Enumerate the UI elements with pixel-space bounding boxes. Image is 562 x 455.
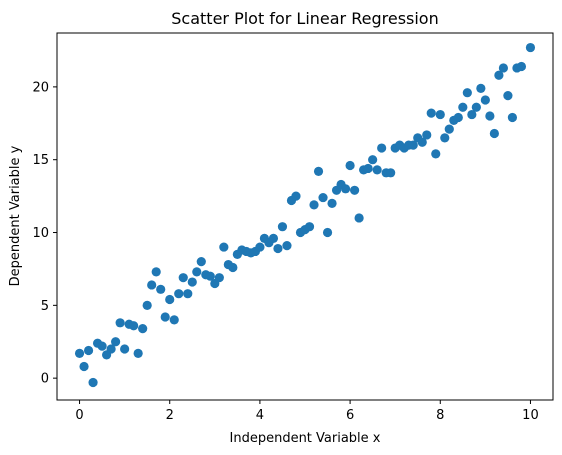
data-point — [322, 227, 333, 238]
x-tick-label: 6 — [346, 408, 354, 423]
data-point — [183, 289, 193, 299]
x-axis-ticks: 0 2 4 6 8 10 — [75, 400, 539, 423]
data-point — [138, 324, 148, 334]
data-point — [111, 337, 121, 347]
y-tick-label: 5 — [41, 299, 49, 314]
data-point — [313, 166, 324, 176]
data-point — [422, 130, 432, 140]
y-tick-label: 0 — [41, 372, 49, 387]
data-point — [363, 163, 373, 174]
data-point — [205, 271, 215, 281]
data-point — [291, 191, 301, 201]
data-point — [282, 241, 292, 251]
x-tick-label: 4 — [256, 408, 264, 423]
data-point — [525, 42, 536, 53]
data-point — [74, 348, 85, 358]
data-point — [147, 280, 157, 290]
x-tick-label: 8 — [436, 408, 444, 423]
data-point — [106, 344, 116, 354]
data-point — [88, 377, 98, 388]
data-point — [507, 112, 518, 123]
data-point — [142, 300, 152, 310]
data-point — [417, 137, 427, 147]
data-point — [255, 242, 265, 252]
data-point — [485, 111, 495, 121]
data-point — [431, 149, 441, 159]
data-point — [304, 222, 315, 232]
data-point — [97, 341, 107, 351]
data-point — [471, 102, 481, 112]
y-tick-label: 10 — [32, 226, 49, 241]
data-point — [196, 257, 206, 267]
y-tick-label: 15 — [32, 153, 49, 168]
data-point — [214, 273, 224, 283]
data-point — [489, 128, 499, 139]
data-point — [228, 262, 238, 273]
data-point — [318, 192, 328, 203]
data-point — [83, 345, 94, 356]
data-point — [368, 155, 378, 165]
data-point — [129, 321, 139, 331]
data-point — [372, 165, 382, 175]
data-point — [462, 88, 472, 98]
data-point — [377, 143, 387, 153]
data-point — [133, 348, 143, 358]
data-point — [174, 289, 184, 299]
data-point — [115, 318, 125, 328]
x-tick-label: 10 — [522, 408, 539, 423]
y-tick-label: 20 — [32, 80, 49, 95]
data-point — [498, 63, 508, 73]
data-point — [273, 243, 283, 254]
data-point — [219, 242, 229, 252]
data-point — [165, 294, 175, 305]
data-point — [467, 109, 477, 120]
data-point — [327, 198, 337, 208]
data-point — [435, 109, 445, 120]
data-point — [476, 83, 486, 93]
data-point — [458, 102, 468, 112]
data-point — [494, 70, 504, 80]
data-point — [277, 222, 288, 232]
data-point — [440, 133, 450, 143]
x-axis-label: Independent Variable x — [230, 431, 381, 446]
data-point — [192, 267, 202, 277]
data-point — [309, 200, 319, 210]
chart-title: Scatter Plot for Linear Regression — [171, 9, 438, 28]
data-point — [516, 61, 527, 72]
data-point — [340, 184, 351, 194]
data-point — [453, 112, 463, 123]
data-point — [120, 344, 130, 354]
data-points — [74, 42, 536, 388]
data-point — [503, 91, 513, 101]
data-point — [79, 361, 89, 372]
data-point — [268, 233, 279, 243]
data-point — [354, 213, 364, 223]
data-point — [160, 312, 170, 322]
y-axis-label: Dependent Variable y — [8, 145, 23, 286]
data-point — [156, 284, 166, 294]
plot-frame — [56, 32, 554, 401]
y-axis-ticks: 0 5 10 15 20 — [32, 80, 57, 387]
x-tick-label: 0 — [75, 408, 83, 423]
data-point — [178, 273, 188, 283]
data-point — [426, 108, 436, 118]
data-point — [345, 160, 355, 171]
data-point — [444, 124, 454, 134]
data-point — [151, 267, 161, 277]
data-point — [187, 277, 197, 287]
x-tick-label: 2 — [166, 408, 174, 423]
data-point — [169, 315, 179, 325]
data-point — [386, 168, 396, 178]
data-point — [350, 185, 360, 195]
data-point — [408, 140, 418, 150]
data-point — [480, 95, 490, 105]
